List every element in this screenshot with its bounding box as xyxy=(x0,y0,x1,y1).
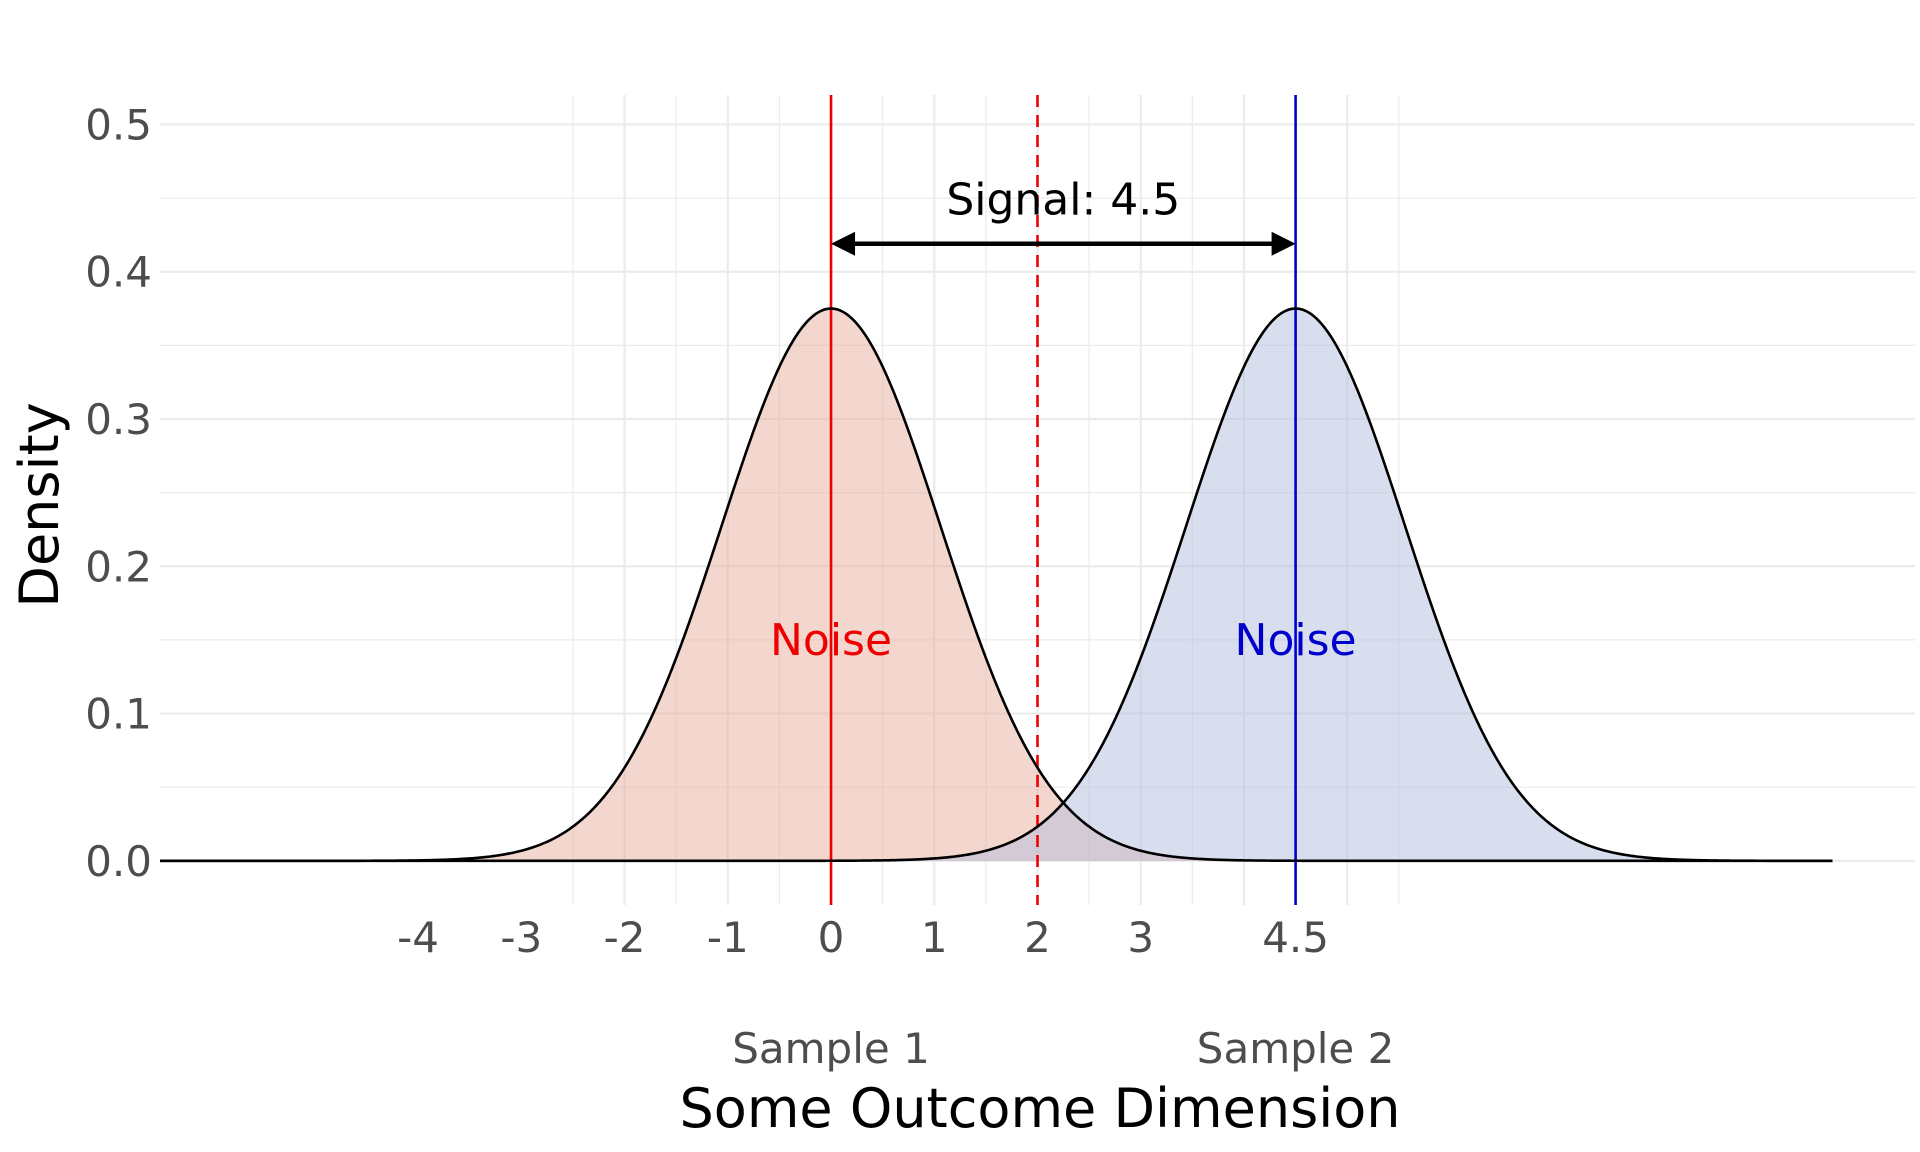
x-tick-label: -3 xyxy=(500,913,542,962)
x-tick-label: 3 xyxy=(1127,913,1154,962)
noise-label: Noise xyxy=(770,615,892,666)
x-tick-label: -2 xyxy=(604,913,646,962)
x-tick-label: 1 xyxy=(921,913,948,962)
x-tick-label: -4 xyxy=(397,913,439,962)
x-tick-label: 2 xyxy=(1024,913,1051,962)
sample-label: Sample 2 xyxy=(1197,1024,1395,1073)
density-area-1 xyxy=(160,308,1833,861)
y-tick-label: 0.2 xyxy=(85,542,152,591)
signal-annotation: Signal: 4.5 xyxy=(831,175,1296,256)
noise-labels: Noise Noise xyxy=(770,615,1357,666)
y-axis-title: Density xyxy=(8,402,71,607)
sample-labels: Sample 1 Sample 2 xyxy=(732,1024,1394,1073)
y-tick-label: 0.0 xyxy=(85,837,152,886)
y-tick-label: 0.3 xyxy=(85,395,152,444)
x-tick-label: 0 xyxy=(818,913,845,962)
sample-label: Sample 1 xyxy=(732,1024,930,1073)
signal-label: Signal: 4.5 xyxy=(946,175,1180,226)
signal-arrowhead-left xyxy=(831,231,856,256)
y-tick-label: 0.1 xyxy=(85,690,152,739)
noise-label: Noise xyxy=(1235,615,1357,666)
x-tick-label: -1 xyxy=(707,913,749,962)
signal-arrowhead-right xyxy=(1271,231,1296,256)
density-curve-2 xyxy=(160,307,1833,863)
reference-lines xyxy=(829,95,1297,905)
y-tick-label: 0.5 xyxy=(85,100,152,149)
y-tick-label: 0.4 xyxy=(85,248,152,297)
density-area-2 xyxy=(160,308,1833,861)
x-axis-ticks: -4 -3 -2 -1 0 1 2 3 4.5 xyxy=(397,913,1329,962)
density-areas xyxy=(160,308,1833,861)
density-curves xyxy=(160,307,1833,863)
x-tick-label: 4.5 xyxy=(1262,913,1329,962)
x-axis-title: Some Outcome Dimension xyxy=(680,1077,1401,1140)
y-axis-ticks: 0.0 0.1 0.2 0.3 0.4 0.5 xyxy=(85,100,152,885)
